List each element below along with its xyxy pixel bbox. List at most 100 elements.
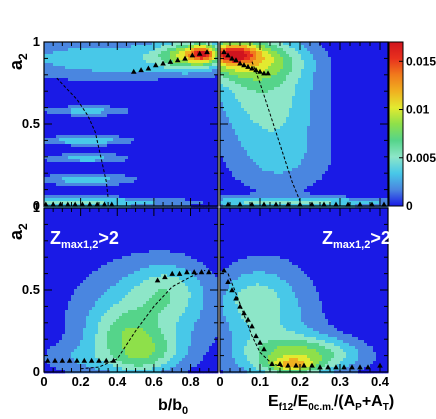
heat-cell: [59, 180, 62, 183]
heat-cell: [74, 63, 77, 66]
heat-cell: [80, 117, 83, 120]
heat-cell: [131, 144, 134, 147]
heat-cell: [179, 123, 182, 126]
heat-cell: [229, 72, 232, 75]
heat-cell: [235, 51, 238, 54]
heat-cell: [116, 153, 119, 156]
heat-cell: [104, 60, 107, 63]
heat-cell: [80, 189, 83, 192]
heat-cell: [280, 108, 283, 111]
heat-cell: [307, 117, 310, 120]
heat-cell: [173, 45, 176, 48]
heat-cell: [307, 57, 310, 60]
heat-cell: [176, 66, 179, 69]
heat-cell: [173, 129, 176, 132]
heat-cell: [140, 144, 143, 147]
heat-cell: [382, 108, 385, 111]
heat-cell: [125, 153, 128, 156]
heat-cell: [235, 66, 238, 69]
heat-cell: [182, 84, 185, 87]
heat-cell: [89, 198, 92, 201]
heat-cell: [292, 63, 295, 66]
heat-cell: [125, 120, 128, 123]
heat-cell: [140, 198, 143, 201]
heat-cell: [179, 117, 182, 120]
heat-cell: [200, 123, 203, 126]
heat-cell: [200, 105, 203, 108]
heat-cell: [86, 162, 89, 165]
heat-cell: [367, 129, 370, 132]
heat-cell: [56, 186, 59, 189]
heat-cell: [209, 57, 212, 60]
heat-cell: [352, 78, 355, 81]
heat-cell: [59, 57, 62, 60]
heat-cell: [170, 108, 173, 111]
heat-cell: [253, 48, 256, 51]
heat-cell: [74, 54, 77, 57]
heat-cell: [185, 96, 188, 99]
heat-cell: [116, 63, 119, 66]
heat-cell: [137, 78, 140, 81]
heat-cell: [113, 90, 116, 93]
heat-cell: [179, 66, 182, 69]
heat-cell: [77, 153, 80, 156]
heat-cell: [173, 126, 176, 129]
heat-cell: [328, 105, 331, 108]
heat-cell: [113, 192, 116, 195]
heat-cell: [197, 144, 200, 147]
heat-cell: [146, 48, 149, 51]
heat-cell: [292, 81, 295, 84]
heat-cell: [352, 99, 355, 102]
heat-cell: [376, 120, 379, 123]
heat-cell: [376, 57, 379, 60]
heat-cell: [122, 141, 125, 144]
heat-cell: [295, 48, 298, 51]
heat-cell: [232, 108, 235, 111]
heat-cell: [277, 63, 280, 66]
heat-cell: [113, 138, 116, 141]
heat-cell: [316, 72, 319, 75]
heat-cell: [307, 108, 310, 111]
heat-cell: [128, 81, 131, 84]
heat-cell: [364, 126, 367, 129]
heat-cell: [173, 135, 176, 138]
heat-cell: [86, 126, 89, 129]
heat-cell: [158, 66, 161, 69]
heat-cell: [152, 138, 155, 141]
heat-cell: [131, 150, 134, 153]
heat-cell: [376, 69, 379, 72]
heat-cell: [122, 108, 125, 111]
heat-cell: [307, 84, 310, 87]
heat-cell: [256, 120, 259, 123]
heat-cell: [182, 153, 185, 156]
heat-cell: [164, 162, 167, 165]
heat-cell: [373, 75, 376, 78]
heat-cell: [116, 108, 119, 111]
heat-cell: [113, 180, 116, 183]
heat-cell: [271, 81, 274, 84]
heat-cell: [304, 66, 307, 69]
heat-cell: [301, 129, 304, 132]
heat-cell: [223, 69, 226, 72]
heat-cell: [113, 72, 116, 75]
heat-cell: [200, 141, 203, 144]
heat-cell: [116, 87, 119, 90]
heat-cell: [137, 156, 140, 159]
heat-cell: [173, 111, 176, 114]
heat-cell: [95, 198, 98, 201]
heat-cell: [92, 99, 95, 102]
heat-cell: [119, 90, 122, 93]
heat-cell: [92, 60, 95, 63]
heat-cell: [238, 48, 241, 51]
heat-cell: [80, 96, 83, 99]
heat-cell: [325, 114, 328, 117]
heat-cell: [131, 57, 134, 60]
heat-cell: [319, 99, 322, 102]
heat-cell: [346, 45, 349, 48]
heat-cell: [182, 66, 185, 69]
heat-cell: [161, 168, 164, 171]
heat-cell: [373, 132, 376, 135]
heat-cell: [200, 138, 203, 141]
heat-cell: [116, 60, 119, 63]
heat-cell: [173, 117, 176, 120]
